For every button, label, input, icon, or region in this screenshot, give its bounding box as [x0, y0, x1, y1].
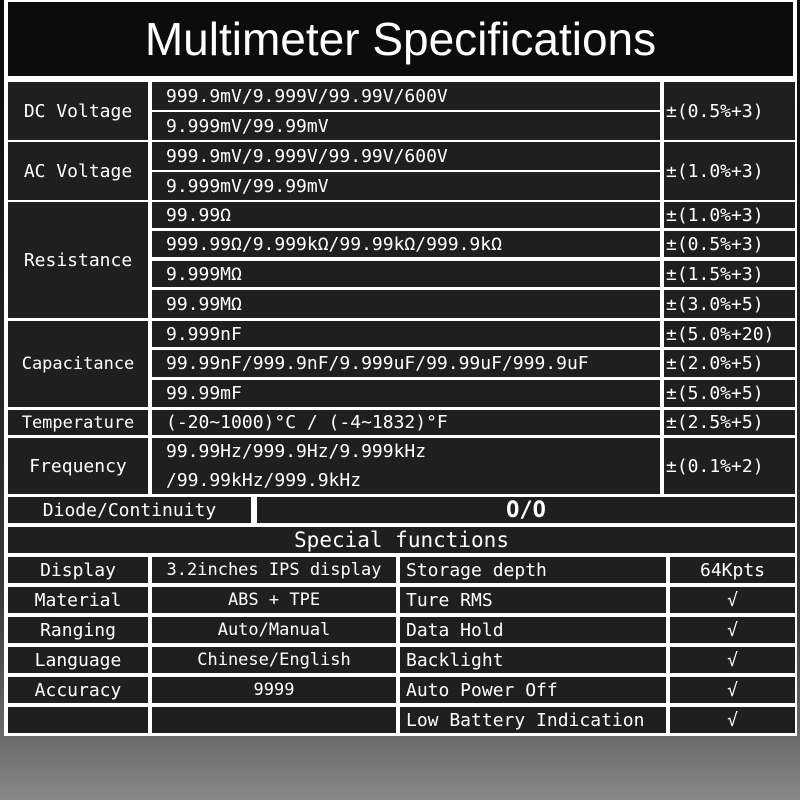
feature-support: √ — [670, 587, 795, 613]
range-value: 99.99Ω — [152, 202, 660, 228]
measurement-label: Temperature — [8, 410, 148, 435]
feature-label: Ture RMS — [400, 587, 666, 613]
page-title: Multimeter Specifications — [8, 2, 793, 76]
accuracy-value: ±(0.5%+3) — [664, 231, 795, 257]
range-value: 99.99mF — [152, 380, 660, 407]
measurement-label: Resistance — [8, 202, 148, 318]
feature-support: √ — [670, 647, 795, 673]
feature-label: Storage depth — [400, 557, 666, 583]
feature-label: Data Hold — [400, 617, 666, 643]
spec-value: 3.2inches IPS display — [152, 557, 396, 583]
feature-support: √ — [670, 617, 795, 643]
accuracy-value: ±(5.0%+20) — [664, 321, 795, 347]
special-functions-heading: Special functions — [8, 527, 795, 553]
range-value: 999.9mV/9.999V/99.99V/600V — [152, 142, 660, 170]
spec-value: Chinese/English — [152, 647, 396, 673]
range-value: 99.99MΩ — [152, 290, 660, 318]
feature-label: Low Battery Indication — [400, 707, 666, 733]
feature-support: √ — [670, 677, 795, 703]
accuracy-value: ±(1.0%+3) — [664, 142, 795, 200]
range-value: 99.99nF/999.9nF/9.999uF/99.99uF/999.9uF — [152, 350, 660, 377]
range-value: 9.999MΩ — [152, 261, 660, 287]
feature-label: Auto Power Off — [400, 677, 666, 703]
range-cell: 99.99Hz/999.9Hz/9.999kHz/99.99kHz/999.9k… — [152, 438, 660, 494]
measurement-label: Capacitance — [8, 321, 148, 407]
feature-support: √ — [670, 707, 795, 733]
accuracy-value: ±(2.0%+5) — [664, 350, 795, 377]
accuracy-value: ±(3.0%+5) — [664, 290, 795, 318]
measurement-label: AC Voltage — [8, 142, 148, 200]
range-value: /99.99kHz/999.9kHz — [166, 470, 362, 491]
range-value: 999.9mV/9.999V/99.99V/600V — [152, 82, 660, 110]
feature-support: 64Kpts — [670, 557, 795, 583]
spec-label: Language — [8, 647, 148, 673]
spec-value: Auto/Manual — [152, 617, 396, 643]
range-value: 9.999mV/99.99mV — [152, 112, 660, 140]
spec-value: ABS + TPE — [152, 587, 396, 613]
accuracy-value: ±(1.0%+3) — [664, 202, 795, 228]
diode-value: O/O — [257, 497, 795, 523]
spec-label: Accuracy — [8, 677, 148, 703]
range-value: 9.999nF — [152, 321, 660, 347]
accuracy-value: ±(5.0%+5) — [664, 380, 795, 407]
accuracy-value: ±(0.5%+3) — [664, 82, 795, 140]
accuracy-value: ±(2.5%+5) — [664, 410, 795, 435]
spec-label: Ranging — [8, 617, 148, 643]
measurement-label: Frequency — [8, 438, 148, 494]
spec-label — [8, 707, 148, 733]
range-value: 9.999mV/99.99mV — [152, 172, 660, 200]
range-value: 99.99Hz/999.9Hz/9.999kHz — [166, 441, 427, 462]
spec-value: 9999 — [152, 677, 396, 703]
measurement-label: DC Voltage — [8, 82, 148, 140]
range-value: 999.99Ω/9.999kΩ/99.99kΩ/999.9kΩ — [152, 231, 660, 257]
accuracy-value: ±(0.1%+2) — [664, 438, 795, 494]
feature-label: Backlight — [400, 647, 666, 673]
accuracy-value: ±(1.5%+3) — [664, 261, 795, 287]
spec-label: Display — [8, 557, 148, 583]
spec-value — [152, 707, 396, 733]
range-value: (-20~1000)°C / (-4~1832)°F — [152, 410, 660, 435]
spec-label: Material — [8, 587, 148, 613]
diode-label: Diode/Continuity — [8, 497, 251, 523]
